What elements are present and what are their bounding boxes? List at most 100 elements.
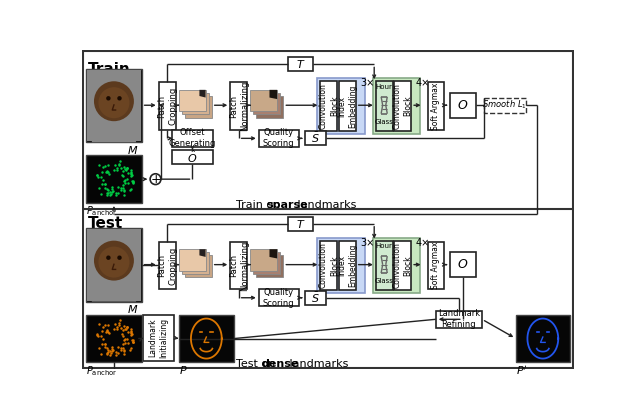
Polygon shape bbox=[200, 249, 205, 257]
Text: Landmark
Refining: Landmark Refining bbox=[438, 309, 480, 330]
Text: Patch
Cropping: Patch Cropping bbox=[157, 246, 177, 285]
FancyBboxPatch shape bbox=[86, 69, 141, 142]
FancyBboxPatch shape bbox=[372, 78, 420, 134]
FancyBboxPatch shape bbox=[230, 242, 247, 289]
FancyBboxPatch shape bbox=[317, 78, 365, 134]
Polygon shape bbox=[250, 90, 277, 111]
FancyBboxPatch shape bbox=[436, 311, 482, 328]
Polygon shape bbox=[92, 122, 136, 142]
FancyBboxPatch shape bbox=[428, 242, 444, 289]
Circle shape bbox=[99, 87, 129, 118]
Text: Hour: Hour bbox=[376, 84, 393, 90]
Polygon shape bbox=[182, 93, 209, 115]
Circle shape bbox=[94, 81, 134, 121]
Polygon shape bbox=[182, 252, 209, 274]
FancyBboxPatch shape bbox=[86, 228, 141, 302]
Circle shape bbox=[150, 174, 161, 185]
FancyBboxPatch shape bbox=[86, 315, 141, 362]
FancyBboxPatch shape bbox=[230, 82, 247, 130]
Text: $O$: $O$ bbox=[457, 99, 468, 112]
Polygon shape bbox=[185, 96, 212, 117]
Text: $M$: $M$ bbox=[127, 144, 139, 156]
FancyBboxPatch shape bbox=[259, 130, 299, 147]
Text: $\it{Smooth}\ L_1$: $\it{Smooth}\ L_1$ bbox=[482, 99, 527, 112]
FancyBboxPatch shape bbox=[317, 238, 365, 293]
Circle shape bbox=[117, 96, 122, 100]
FancyBboxPatch shape bbox=[450, 93, 476, 117]
FancyBboxPatch shape bbox=[259, 289, 299, 306]
FancyBboxPatch shape bbox=[428, 82, 444, 130]
Text: Soft Argmax: Soft Argmax bbox=[431, 82, 440, 130]
Text: $T$: $T$ bbox=[296, 59, 305, 71]
Polygon shape bbox=[250, 249, 277, 271]
Text: Convolution
Block: Convolution Block bbox=[319, 242, 339, 288]
FancyBboxPatch shape bbox=[376, 81, 393, 131]
Text: landmarks: landmarks bbox=[294, 200, 356, 210]
Polygon shape bbox=[179, 90, 205, 111]
FancyBboxPatch shape bbox=[86, 155, 141, 203]
Text: Train on: Train on bbox=[236, 200, 284, 210]
Text: $\bar{S}$: $\bar{S}$ bbox=[311, 290, 320, 305]
Text: Index
Embedding: Index Embedding bbox=[337, 84, 357, 128]
Text: Glass: Glass bbox=[375, 278, 394, 285]
FancyBboxPatch shape bbox=[179, 315, 234, 362]
FancyBboxPatch shape bbox=[288, 217, 312, 231]
Polygon shape bbox=[257, 255, 284, 277]
Circle shape bbox=[106, 256, 111, 260]
Text: 3×: 3× bbox=[360, 238, 374, 248]
Polygon shape bbox=[185, 255, 212, 277]
Text: $M$: $M$ bbox=[127, 303, 139, 315]
FancyBboxPatch shape bbox=[83, 51, 573, 368]
Polygon shape bbox=[269, 249, 277, 259]
Text: $T$: $T$ bbox=[296, 218, 305, 230]
Polygon shape bbox=[200, 90, 205, 98]
Text: $O$: $O$ bbox=[457, 258, 468, 271]
Text: Convolution
Block: Convolution Block bbox=[393, 242, 413, 288]
FancyBboxPatch shape bbox=[484, 98, 526, 113]
Text: Offset
Generating: Offset Generating bbox=[169, 128, 216, 149]
Circle shape bbox=[94, 241, 134, 281]
Text: $\bar{S}$: $\bar{S}$ bbox=[311, 131, 320, 145]
Text: +: + bbox=[150, 173, 161, 186]
Text: Test on: Test on bbox=[236, 359, 278, 369]
Text: Glass: Glass bbox=[375, 119, 394, 125]
Circle shape bbox=[99, 247, 129, 278]
Polygon shape bbox=[92, 281, 136, 302]
Text: Patch
Cropping: Patch Cropping bbox=[157, 87, 177, 125]
Text: Test: Test bbox=[88, 216, 123, 231]
FancyBboxPatch shape bbox=[172, 130, 212, 147]
Text: Index
Embedding: Index Embedding bbox=[337, 244, 357, 287]
Text: $P_{\rm anchor}$: $P_{\rm anchor}$ bbox=[86, 364, 118, 378]
FancyBboxPatch shape bbox=[288, 58, 312, 71]
FancyBboxPatch shape bbox=[372, 238, 420, 293]
Text: Patch
Normalizing: Patch Normalizing bbox=[228, 240, 249, 290]
Circle shape bbox=[106, 96, 111, 100]
Text: Train: Train bbox=[88, 62, 131, 77]
Text: Hour: Hour bbox=[376, 243, 393, 249]
FancyBboxPatch shape bbox=[320, 241, 337, 290]
Text: $P_{\rm anchor}$: $P_{\rm anchor}$ bbox=[86, 205, 118, 218]
Circle shape bbox=[117, 256, 122, 260]
Text: Soft Argmax: Soft Argmax bbox=[431, 242, 440, 289]
FancyBboxPatch shape bbox=[376, 241, 393, 290]
Polygon shape bbox=[253, 252, 280, 274]
FancyBboxPatch shape bbox=[305, 291, 326, 305]
Text: Landmark
Initializing: Landmark Initializing bbox=[148, 318, 169, 358]
Polygon shape bbox=[269, 90, 277, 99]
Polygon shape bbox=[257, 96, 284, 117]
Polygon shape bbox=[253, 93, 280, 115]
Text: $\hat{O}$: $\hat{O}$ bbox=[188, 149, 198, 165]
Text: dense: dense bbox=[262, 359, 299, 369]
FancyBboxPatch shape bbox=[87, 70, 141, 142]
FancyBboxPatch shape bbox=[305, 132, 326, 145]
Text: sparse: sparse bbox=[266, 200, 308, 210]
Text: Quality
Scoring: Quality Scoring bbox=[263, 288, 294, 308]
FancyBboxPatch shape bbox=[516, 315, 570, 362]
Text: Patch
Normalizing: Patch Normalizing bbox=[228, 81, 249, 131]
Text: 4×: 4× bbox=[416, 238, 430, 248]
FancyBboxPatch shape bbox=[159, 242, 175, 289]
FancyBboxPatch shape bbox=[143, 315, 174, 361]
FancyBboxPatch shape bbox=[320, 81, 337, 131]
Text: 4×: 4× bbox=[416, 78, 430, 88]
Text: Convolution
Block: Convolution Block bbox=[319, 83, 339, 129]
